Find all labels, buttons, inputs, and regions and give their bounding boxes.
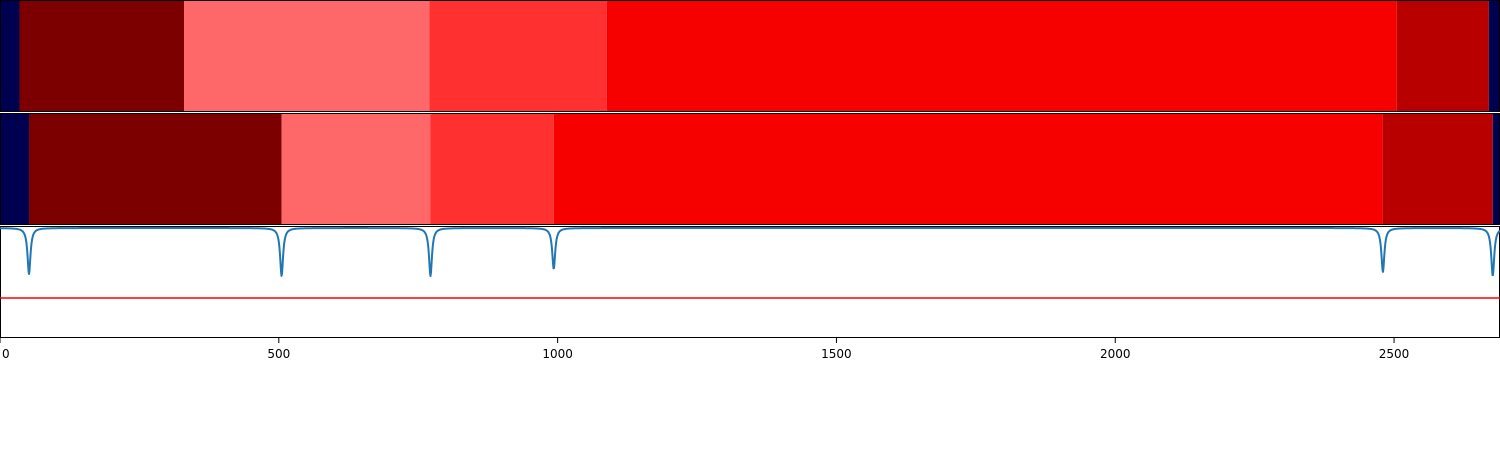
segment-1-5 (606, 0, 1397, 112)
x-tick-label-2000: 2000 (1100, 347, 1131, 361)
signal-trace-panel (0, 226, 1500, 338)
segment-1-4 (429, 0, 607, 112)
x-tick-label-500: 500 (267, 347, 290, 361)
segment-2-2 (28, 113, 282, 225)
segment-1-6 (1396, 0, 1489, 112)
x-tick-label-0: 0 (2, 347, 10, 361)
segment-row-2 (0, 113, 1500, 225)
segment-2-6 (1382, 113, 1493, 225)
x-axis: 0 500 1000 1500 2000 2500 (0, 338, 1409, 361)
segment-1-7 (1488, 0, 1500, 112)
segment-2-4 (430, 113, 554, 225)
segment-row-1 (0, 0, 1500, 112)
x-tick-label-2500: 2500 (1379, 347, 1410, 361)
trace-frame (0, 226, 1500, 338)
segment-2-5 (553, 113, 1383, 225)
segment-1-1 (0, 0, 20, 112)
segment-2-1 (0, 113, 29, 225)
segment-1-2 (19, 0, 185, 112)
segment-2-3 (281, 113, 431, 225)
x-tick-label-1000: 1000 (542, 347, 573, 361)
x-tick-label-1500: 1500 (821, 347, 852, 361)
segment-1-3 (184, 0, 430, 112)
segment-2-7 (1492, 113, 1500, 225)
signal-trace (0, 227, 1500, 278)
